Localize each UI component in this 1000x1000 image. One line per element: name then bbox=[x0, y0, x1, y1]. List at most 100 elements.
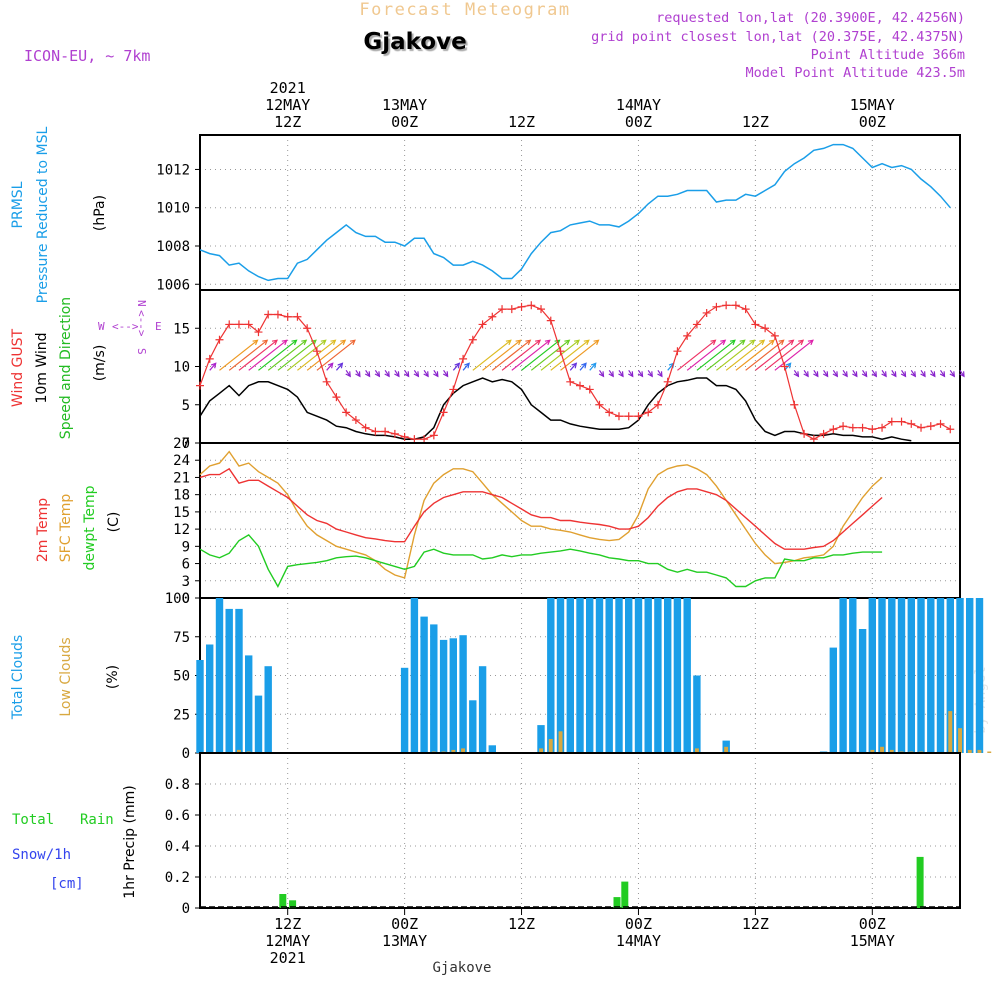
prmsl-desc-label: Pressure Reduced to MSL bbox=[35, 126, 51, 303]
dewpt-label: dewpt Temp bbox=[82, 485, 98, 570]
low-cloud-bar bbox=[237, 749, 241, 753]
y-tick-label: 0.2 bbox=[165, 870, 190, 886]
wind-arrow bbox=[774, 339, 814, 371]
gust-marker bbox=[449, 385, 458, 394]
wind-arrow bbox=[482, 339, 521, 371]
location-title: Gjakove bbox=[363, 29, 466, 55]
low-cloud-bar bbox=[724, 746, 729, 753]
wind-arrow-head bbox=[252, 339, 259, 346]
wind-arrow-head bbox=[759, 339, 766, 346]
wind-arrow-head bbox=[803, 371, 809, 378]
wind-label: 10m Wind bbox=[34, 332, 50, 403]
pressure-frame bbox=[199, 134, 961, 291]
gust-marker bbox=[566, 377, 575, 386]
gust-marker bbox=[507, 305, 516, 314]
gust-marker bbox=[585, 385, 594, 394]
total-cloud-bar bbox=[849, 598, 857, 753]
gust-marker bbox=[936, 419, 945, 428]
y-tick-label: 10 bbox=[173, 360, 190, 376]
gust-marker bbox=[868, 425, 877, 434]
y-tick-label: 18 bbox=[173, 488, 190, 504]
temp-unit: (C) bbox=[106, 512, 122, 533]
gust-marker bbox=[556, 347, 565, 356]
wind-arrow-head bbox=[301, 339, 308, 346]
wind-arrow bbox=[316, 339, 356, 371]
total-cloud-bar bbox=[595, 598, 604, 753]
time-label-text: 12Z bbox=[508, 113, 535, 131]
total-cloud-bar bbox=[196, 660, 204, 753]
y-tick-label: 3 bbox=[182, 574, 190, 590]
requested-coords: requested lon,lat (20.3900E, 42.4256N) bbox=[656, 10, 965, 26]
footer-location: Gjakove bbox=[432, 960, 491, 976]
wind-arrow-head bbox=[822, 371, 829, 378]
gust-marker bbox=[897, 417, 906, 426]
low-cloud-bar bbox=[880, 746, 884, 753]
total-cloud-bar bbox=[449, 638, 457, 753]
total-cloud-bar bbox=[888, 598, 896, 753]
rain-bar bbox=[289, 900, 297, 909]
gust-marker bbox=[293, 312, 302, 321]
gust-marker bbox=[303, 324, 312, 333]
total-cloud-bar bbox=[839, 598, 847, 753]
time-label-text: 13MAY bbox=[382, 96, 427, 114]
wind-arrow-head bbox=[618, 371, 624, 378]
total-cloud-bar bbox=[264, 666, 272, 753]
total-cloud-bar bbox=[897, 598, 906, 753]
wind-arrow-head bbox=[657, 371, 663, 378]
wind-arrow bbox=[297, 339, 336, 371]
wind-arrow-head bbox=[505, 339, 512, 346]
gust-marker bbox=[576, 381, 584, 390]
low-cloud-bar bbox=[548, 739, 553, 753]
compass-arrows-h: <--> bbox=[112, 320, 139, 333]
wind-arrow-head bbox=[807, 339, 814, 346]
total-cloud-bar bbox=[605, 598, 613, 753]
wind-arrow bbox=[472, 339, 512, 371]
wind-arrow bbox=[277, 339, 317, 371]
total-clouds-label: Total Clouds bbox=[10, 635, 26, 720]
gust-marker bbox=[644, 408, 653, 417]
low-cloud-bar bbox=[695, 748, 699, 753]
gust-marker bbox=[800, 429, 809, 438]
gust-marker bbox=[420, 435, 429, 444]
precip-frame bbox=[199, 752, 961, 909]
wind-arrow bbox=[462, 362, 470, 371]
total-cloud-bar bbox=[537, 725, 545, 753]
gust-marker bbox=[839, 422, 848, 431]
wind-arrow-head bbox=[939, 371, 946, 378]
total-cloud-bar bbox=[206, 644, 214, 753]
total-cloud-bar bbox=[975, 598, 984, 753]
wind-arrow-head bbox=[861, 371, 868, 378]
total-cloud-bar bbox=[488, 745, 496, 754]
total-cloud-bars bbox=[196, 598, 984, 754]
gust-marker bbox=[819, 429, 828, 438]
total-cloud-bar bbox=[615, 598, 623, 753]
gust-marker bbox=[342, 408, 351, 417]
wind-arrow bbox=[764, 339, 804, 371]
point-altitude: Point Altitude 366m bbox=[811, 47, 965, 63]
gust-marker bbox=[673, 347, 682, 356]
wind-arrow bbox=[735, 339, 775, 371]
wind-arrow-head bbox=[330, 339, 337, 346]
2m-temp-line bbox=[199, 467, 883, 550]
gust-marker bbox=[312, 347, 321, 356]
gust-marker bbox=[702, 308, 711, 317]
wind-arrow bbox=[287, 339, 327, 371]
wind-arrow-head bbox=[881, 371, 887, 378]
gust-marker bbox=[887, 417, 896, 426]
wind-arrow-head bbox=[571, 362, 578, 369]
sfc-temp-line bbox=[199, 450, 883, 579]
low-cloud-bar bbox=[461, 748, 465, 753]
t2m-label: 2m Temp bbox=[35, 498, 51, 562]
y-tick-label: 15 bbox=[173, 505, 190, 521]
rain-label-2: Rain bbox=[80, 812, 114, 828]
wind-arrow bbox=[579, 362, 587, 371]
rain-bars bbox=[279, 856, 924, 909]
wind-arrow bbox=[326, 362, 334, 371]
wind-arrow bbox=[530, 339, 570, 371]
wind-gust-line bbox=[199, 304, 951, 440]
y-tick-label: 0 bbox=[182, 591, 190, 607]
